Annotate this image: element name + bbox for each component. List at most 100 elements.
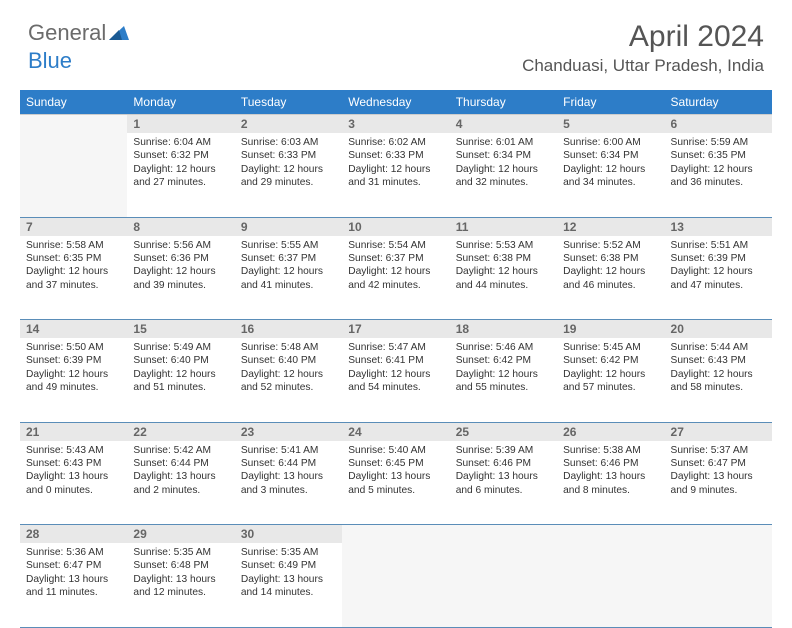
day-number-cell: 13 — [665, 217, 772, 236]
daylight-line: Daylight: 13 hours and 5 minutes. — [348, 470, 443, 497]
daylight-line: Daylight: 12 hours and 51 minutes. — [133, 368, 228, 395]
weekday-row: SundayMondayTuesdayWednesdayThursdayFrid… — [20, 90, 772, 115]
day-number-cell: 25 — [450, 422, 557, 441]
sunrise-line: Sunrise: 6:02 AM — [348, 136, 443, 149]
content-row: Sunrise: 6:04 AMSunset: 6:32 PMDaylight:… — [20, 133, 772, 217]
day-content-cell: Sunrise: 5:56 AMSunset: 6:36 PMDaylight:… — [127, 236, 234, 320]
daylight-line: Daylight: 12 hours and 32 minutes. — [456, 163, 551, 190]
day-content-cell — [450, 543, 557, 627]
daylight-line: Daylight: 12 hours and 44 minutes. — [456, 265, 551, 292]
sunset-line: Sunset: 6:48 PM — [133, 559, 228, 572]
day-number-cell — [342, 525, 449, 544]
day-content-cell: Sunrise: 5:37 AMSunset: 6:47 PMDaylight:… — [665, 441, 772, 525]
daylight-line: Daylight: 12 hours and 49 minutes. — [26, 368, 121, 395]
sunset-line: Sunset: 6:41 PM — [348, 354, 443, 367]
day-number-cell: 24 — [342, 422, 449, 441]
sunset-line: Sunset: 6:35 PM — [671, 149, 766, 162]
day-content-cell: Sunrise: 5:35 AMSunset: 6:49 PMDaylight:… — [235, 543, 342, 627]
day-number-cell: 12 — [557, 217, 664, 236]
daylight-line: Daylight: 13 hours and 12 minutes. — [133, 573, 228, 600]
day-content-cell: Sunrise: 5:49 AMSunset: 6:40 PMDaylight:… — [127, 338, 234, 422]
sunset-line: Sunset: 6:34 PM — [456, 149, 551, 162]
daylight-line: Daylight: 13 hours and 6 minutes. — [456, 470, 551, 497]
day-number-cell — [20, 115, 127, 134]
sunrise-line: Sunrise: 5:52 AM — [563, 239, 658, 252]
day-content-cell: Sunrise: 5:43 AMSunset: 6:43 PMDaylight:… — [20, 441, 127, 525]
sunset-line: Sunset: 6:33 PM — [348, 149, 443, 162]
day-number-cell: 20 — [665, 320, 772, 339]
day-content-cell: Sunrise: 5:55 AMSunset: 6:37 PMDaylight:… — [235, 236, 342, 320]
calendar-body: 123456Sunrise: 6:04 AMSunset: 6:32 PMDay… — [20, 115, 772, 628]
daylight-line: Daylight: 12 hours and 29 minutes. — [241, 163, 336, 190]
day-content-cell: Sunrise: 5:42 AMSunset: 6:44 PMDaylight:… — [127, 441, 234, 525]
sunrise-line: Sunrise: 5:41 AM — [241, 444, 336, 457]
day-number-cell: 8 — [127, 217, 234, 236]
day-content-cell: Sunrise: 5:39 AMSunset: 6:46 PMDaylight:… — [450, 441, 557, 525]
month-title: April 2024 — [522, 20, 764, 54]
day-number-cell: 3 — [342, 115, 449, 134]
daylight-line: Daylight: 12 hours and 57 minutes. — [563, 368, 658, 395]
day-content-cell — [665, 543, 772, 627]
sunrise-line: Sunrise: 5:45 AM — [563, 341, 658, 354]
day-number-cell: 19 — [557, 320, 664, 339]
sunrise-line: Sunrise: 5:39 AM — [456, 444, 551, 457]
daylight-line: Daylight: 12 hours and 46 minutes. — [563, 265, 658, 292]
content-row: Sunrise: 5:58 AMSunset: 6:35 PMDaylight:… — [20, 236, 772, 320]
sunrise-line: Sunrise: 5:53 AM — [456, 239, 551, 252]
day-number-cell: 26 — [557, 422, 664, 441]
sunrise-line: Sunrise: 6:01 AM — [456, 136, 551, 149]
sunrise-line: Sunrise: 6:04 AM — [133, 136, 228, 149]
sunset-line: Sunset: 6:39 PM — [671, 252, 766, 265]
sunrise-line: Sunrise: 5:37 AM — [671, 444, 766, 457]
day-content-cell: Sunrise: 5:40 AMSunset: 6:45 PMDaylight:… — [342, 441, 449, 525]
sunset-line: Sunset: 6:43 PM — [671, 354, 766, 367]
day-content-cell: Sunrise: 5:59 AMSunset: 6:35 PMDaylight:… — [665, 133, 772, 217]
daylight-line: Daylight: 12 hours and 31 minutes. — [348, 163, 443, 190]
daylight-line: Daylight: 12 hours and 42 minutes. — [348, 265, 443, 292]
day-number-cell: 22 — [127, 422, 234, 441]
calendar-table: SundayMondayTuesdayWednesdayThursdayFrid… — [20, 90, 772, 628]
sunset-line: Sunset: 6:36 PM — [133, 252, 228, 265]
sunrise-line: Sunrise: 5:48 AM — [241, 341, 336, 354]
day-content-cell: Sunrise: 5:38 AMSunset: 6:46 PMDaylight:… — [557, 441, 664, 525]
daynum-row: 123456 — [20, 115, 772, 134]
day-number-cell: 5 — [557, 115, 664, 134]
content-row: Sunrise: 5:43 AMSunset: 6:43 PMDaylight:… — [20, 441, 772, 525]
day-number-cell: 9 — [235, 217, 342, 236]
day-content-cell: Sunrise: 6:00 AMSunset: 6:34 PMDaylight:… — [557, 133, 664, 217]
day-number-cell: 17 — [342, 320, 449, 339]
sunset-line: Sunset: 6:42 PM — [456, 354, 551, 367]
title-block: April 2024 Chanduasi, Uttar Pradesh, Ind… — [522, 20, 764, 76]
day-number-cell: 1 — [127, 115, 234, 134]
daylight-line: Daylight: 12 hours and 36 minutes. — [671, 163, 766, 190]
day-content-cell: Sunrise: 5:36 AMSunset: 6:47 PMDaylight:… — [20, 543, 127, 627]
daylight-line: Daylight: 13 hours and 3 minutes. — [241, 470, 336, 497]
day-number-cell — [557, 525, 664, 544]
sunrise-line: Sunrise: 5:56 AM — [133, 239, 228, 252]
day-content-cell: Sunrise: 5:54 AMSunset: 6:37 PMDaylight:… — [342, 236, 449, 320]
daylight-line: Daylight: 13 hours and 8 minutes. — [563, 470, 658, 497]
sunset-line: Sunset: 6:40 PM — [133, 354, 228, 367]
day-number-cell: 10 — [342, 217, 449, 236]
sunset-line: Sunset: 6:35 PM — [26, 252, 121, 265]
weekday-header: Friday — [557, 90, 664, 115]
sunset-line: Sunset: 6:42 PM — [563, 354, 658, 367]
sunset-line: Sunset: 6:38 PM — [456, 252, 551, 265]
day-content-cell: Sunrise: 5:53 AMSunset: 6:38 PMDaylight:… — [450, 236, 557, 320]
day-content-cell — [557, 543, 664, 627]
sunset-line: Sunset: 6:40 PM — [241, 354, 336, 367]
day-number-cell: 23 — [235, 422, 342, 441]
sunrise-line: Sunrise: 5:50 AM — [26, 341, 121, 354]
sunset-line: Sunset: 6:49 PM — [241, 559, 336, 572]
calendar-head: SundayMondayTuesdayWednesdayThursdayFrid… — [20, 90, 772, 115]
sunrise-line: Sunrise: 5:46 AM — [456, 341, 551, 354]
sunset-line: Sunset: 6:33 PM — [241, 149, 336, 162]
daylight-line: Daylight: 12 hours and 34 minutes. — [563, 163, 658, 190]
weekday-header: Tuesday — [235, 90, 342, 115]
location: Chanduasi, Uttar Pradesh, India — [522, 56, 764, 76]
daylight-line: Daylight: 13 hours and 11 minutes. — [26, 573, 121, 600]
sunset-line: Sunset: 6:44 PM — [241, 457, 336, 470]
day-content-cell: Sunrise: 5:47 AMSunset: 6:41 PMDaylight:… — [342, 338, 449, 422]
sunrise-line: Sunrise: 5:47 AM — [348, 341, 443, 354]
sunrise-line: Sunrise: 5:36 AM — [26, 546, 121, 559]
